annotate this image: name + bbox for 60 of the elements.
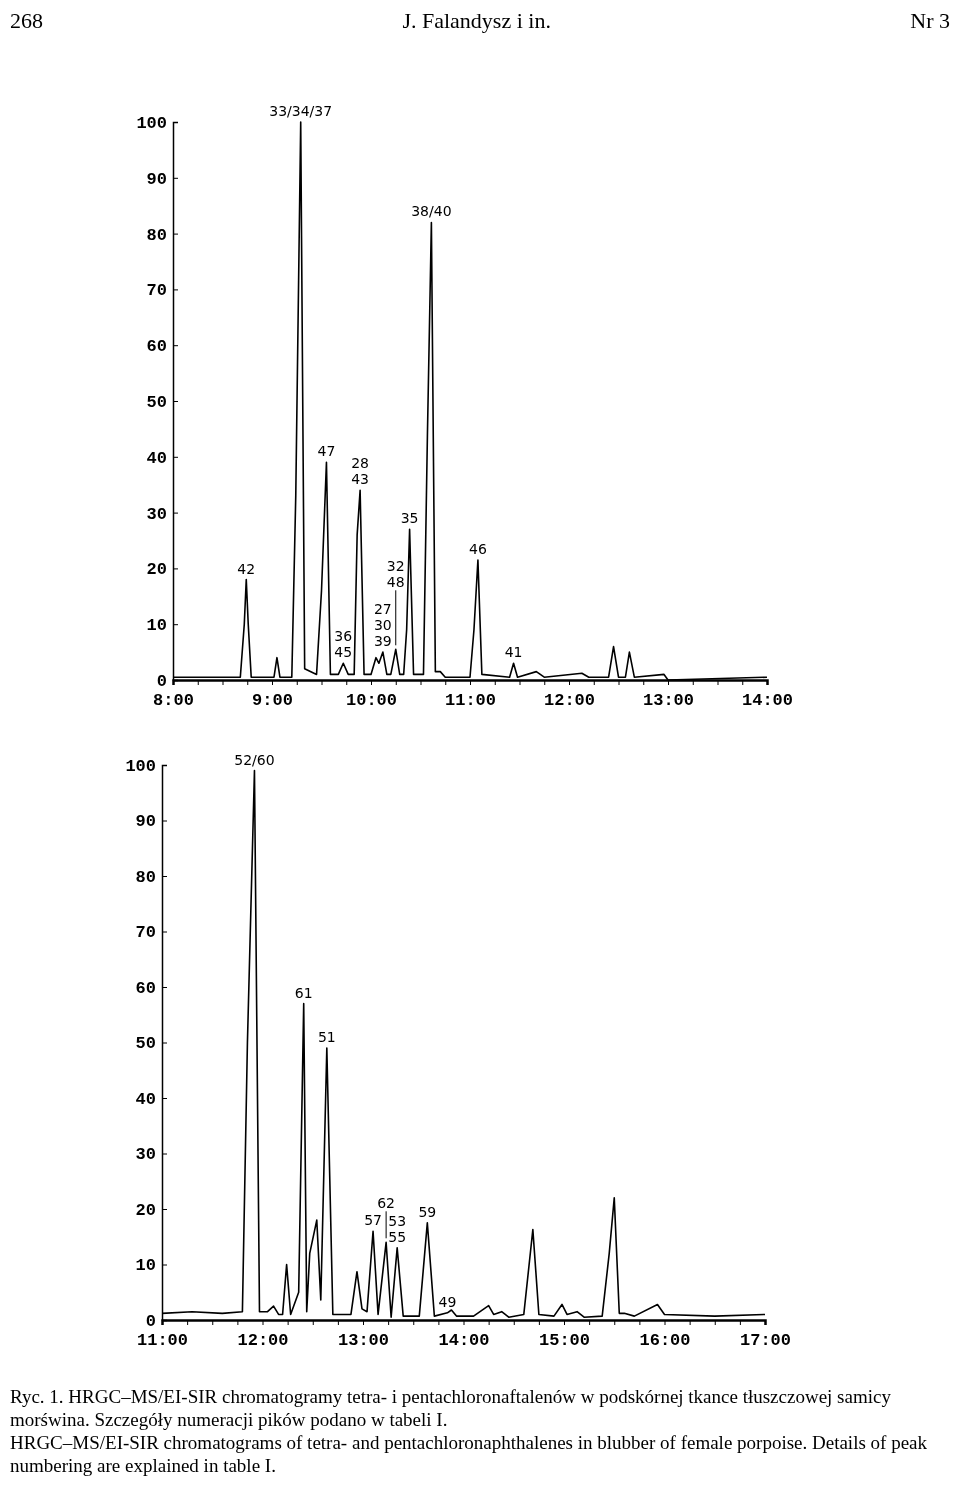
annotation: 47 [317, 443, 336, 460]
annotation: 35 [400, 510, 419, 527]
annotation: 28 43 [351, 455, 370, 488]
annotation: 62 [377, 1195, 396, 1212]
x-tick-label: 8:00 [153, 691, 194, 711]
y-tick-label: 20 [135, 1200, 156, 1220]
y-tick-label: 80 [146, 225, 167, 245]
y-tick-label: 30 [146, 504, 167, 524]
x-tick-label: 14:00 [438, 1331, 490, 1351]
y-tick-label: 50 [135, 1034, 156, 1054]
annotation: 27 30 39 [373, 601, 392, 650]
y-tick-label: 0 [156, 671, 167, 691]
x-tick-label: 12:00 [543, 691, 596, 711]
annotation: 42 [237, 560, 256, 577]
y-tick-label: 40 [146, 448, 167, 468]
annotation: 38/40 [411, 203, 452, 220]
y-tick-label: 90 [135, 812, 156, 832]
annotation: 49 [438, 1293, 457, 1310]
x-tick-label: 13:00 [642, 691, 695, 711]
text: 268 [10, 8, 43, 34]
y-tick-label: 10 [135, 1256, 156, 1276]
x-tick-label: 17:00 [739, 1331, 792, 1351]
x-tick-label: 11:00 [444, 691, 497, 711]
annotation: 53 55 [388, 1212, 407, 1245]
y-tick-label: 60 [135, 978, 156, 998]
y-tick-label: 60 [146, 337, 167, 357]
annotation: 36 45 [334, 628, 353, 661]
y-tick-label: 20 [146, 560, 167, 580]
y-tick-label: 100 [136, 113, 167, 133]
y-tick-label: 50 [146, 392, 167, 412]
y-tick-label: 10 [146, 616, 167, 636]
x-tick-label: 12:00 [237, 1331, 289, 1351]
x-tick-label: 10:00 [345, 691, 398, 711]
x-tick-label: 16:00 [639, 1331, 691, 1351]
text: J. Falandysz i in. [402, 8, 551, 34]
x-tick-label: 11:00 [136, 1331, 189, 1351]
text: Nr 3 [910, 8, 950, 34]
annotation: 59 [418, 1203, 437, 1220]
annotation: 41 [504, 644, 523, 661]
text: HRGC–MS/EI-SIR chromatograms of tetra- and pentachloronaphthalenes in blubber of female porpoise. Details of peak numbering are explained in table I. [10, 1431, 929, 1477]
text: Ryc. 1. HRGC–MS/EI-SIR chromatogramy tetra- i pentachloronaftalenów w podskórnej tkance tłuszczowej samicy morświna. Szczegóły numeracji pików podano w tabeli I. [10, 1385, 892, 1431]
annotation: 32 48 [386, 558, 405, 591]
y-tick-label: 30 [135, 1145, 156, 1165]
y-tick-label: 40 [135, 1089, 156, 1109]
x-tick-label: 9:00 [252, 691, 293, 711]
y-tick-label: 90 [146, 169, 167, 189]
y-tick-label: 100 [125, 756, 156, 776]
annotation: 46 [469, 541, 487, 558]
annotation: 52/60 [234, 751, 275, 768]
x-tick-label: 14:00 [741, 691, 794, 711]
y-tick-label: 70 [135, 923, 156, 943]
annotation: 57 [364, 1212, 382, 1229]
annotation: 61 [294, 984, 313, 1001]
y-tick-label: 0 [145, 1311, 156, 1331]
annotation: 33/34/37 [269, 103, 333, 119]
x-tick-label: 13:00 [337, 1331, 390, 1351]
y-tick-label: 80 [135, 867, 156, 887]
y-tick-label: 70 [146, 281, 167, 301]
x-tick-label: 15:00 [538, 1331, 591, 1351]
annotation: 51 [317, 1029, 336, 1046]
